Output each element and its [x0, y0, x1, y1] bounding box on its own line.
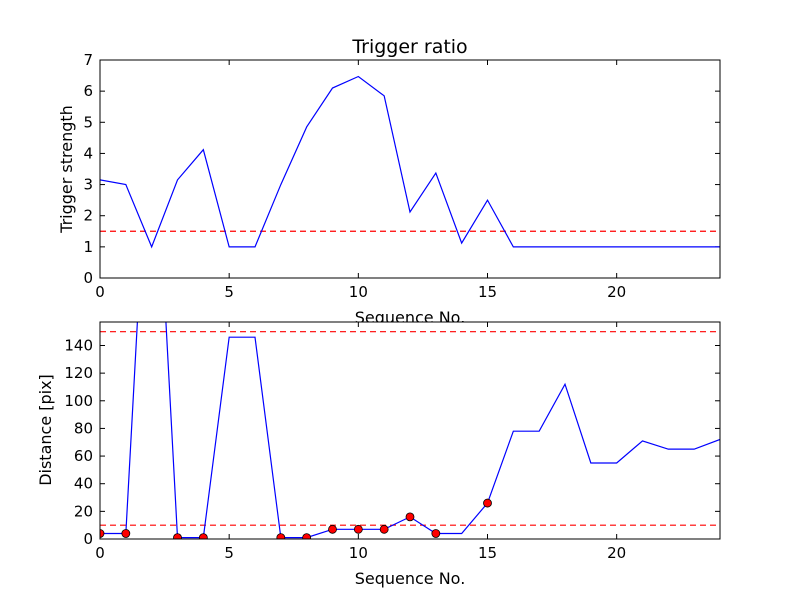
bottom-y-tick-label: 120 [64, 364, 93, 382]
top-x-tick-label: 0 [95, 283, 105, 301]
data-point-marker [483, 498, 492, 508]
top-y-tick-label: 1 [83, 238, 93, 256]
top-y-tick-label: 6 [83, 82, 93, 100]
bottom-plot-background [100, 322, 720, 539]
data-point-marker [328, 524, 337, 534]
data-point-marker [173, 533, 182, 539]
data-point-marker [198, 533, 208, 539]
chart-title: Trigger ratio [351, 36, 467, 58]
data-point-marker [121, 529, 131, 538]
data-point-marker [302, 533, 312, 539]
distance-markers [100, 498, 492, 539]
data-point-marker [405, 512, 415, 522]
bottom-y-tick-label: 0 [83, 530, 93, 548]
bottom-x-tick-label: 5 [224, 544, 234, 562]
data-point-marker [379, 524, 389, 534]
bottom-x-tick-label: 10 [349, 544, 368, 562]
top-y-tick-label: 5 [83, 113, 93, 131]
data-point-marker [276, 533, 286, 539]
bottom-x-axis-label: Sequence No. [355, 569, 466, 588]
top-y-tick-label: 7 [83, 51, 93, 69]
top-x-tick-label: 20 [607, 283, 626, 301]
data-point-marker [431, 529, 441, 538]
top-x-tick-label: 10 [349, 283, 368, 301]
top-plot-frame [99, 59, 721, 279]
bottom-plot-frame [99, 321, 721, 540]
top-axis-ticks: 0 5 10 15 20 0 1 2 3 4 5 6 7 [83, 51, 720, 301]
data-point-marker [353, 524, 363, 534]
threshold-lines [100, 331, 720, 526]
bottom-y-tick-label: 60 [74, 447, 93, 465]
bottom-axis-ticks: 0 5 10 15 20 0 20 40 60 80 100 120 140 [64, 322, 720, 562]
data-point-marker [100, 529, 105, 538]
bottom-y-tick-label: 40 [74, 475, 93, 493]
bottom-x-tick-label: 15 [478, 544, 497, 562]
bottom-y-tick-label: 80 [74, 419, 93, 437]
trigger-strength-line [100, 75, 720, 249]
top-x-tick-label: 15 [478, 283, 497, 301]
top-y-tick-label: 0 [83, 269, 93, 287]
bottom-y-axis-label: Distance [pix] [36, 374, 55, 486]
top-y-tick-label: 4 [83, 144, 93, 162]
bottom-y-tick-label: 20 [74, 502, 93, 520]
bottom-x-tick-label: 0 [95, 544, 105, 562]
top-y-tick-label: 2 [83, 207, 93, 225]
bottom-y-tick-label: 100 [64, 392, 93, 410]
top-y-tick-label: 3 [83, 176, 93, 194]
top-x-tick-label: 5 [224, 283, 234, 301]
bottom-y-tick-label: 140 [64, 336, 93, 354]
bottom-x-tick-label: 20 [607, 544, 626, 562]
top-y-axis-label: Trigger strength [57, 105, 76, 234]
